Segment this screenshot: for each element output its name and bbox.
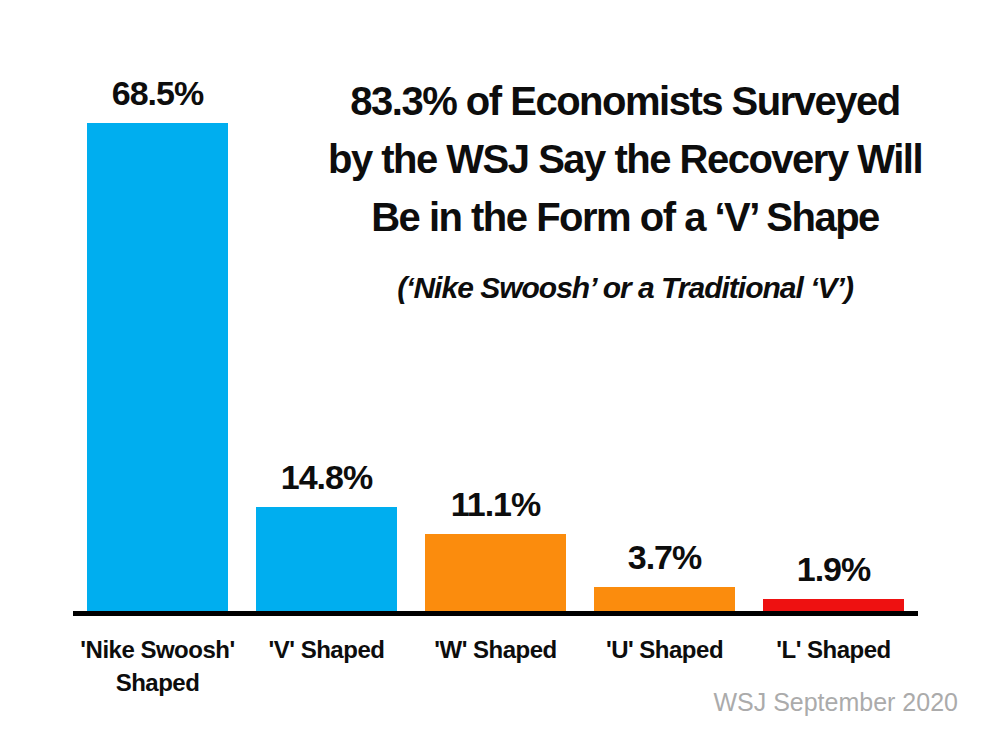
plot-area: 68.5% 14.8% 11.1% 3.7% 1.9% bbox=[73, 0, 918, 613]
bar-v-shaped bbox=[256, 507, 397, 613]
value-label-v-shaped: 14.8% bbox=[281, 458, 372, 497]
slide: 83.3% of Economists Surveyed by the WSJ … bbox=[0, 0, 1000, 750]
value-label-w-shaped: 11.1% bbox=[451, 485, 541, 524]
bar-group-w-shaped: 11.1% bbox=[411, 485, 580, 613]
value-label-l-shaped: 1.9% bbox=[797, 550, 871, 589]
x-axis-line bbox=[73, 611, 918, 616]
source-attribution: WSJ September 2020 bbox=[713, 688, 958, 717]
bar-group-u-shaped: 3.7% bbox=[580, 538, 749, 613]
bar-u-shaped bbox=[594, 587, 735, 613]
bar-group-nike-swoosh: 68.5% bbox=[73, 74, 242, 613]
bar-nike-swoosh-shaped bbox=[87, 123, 228, 613]
bar-w-shaped bbox=[425, 534, 566, 613]
value-label-nike-swoosh: 68.5% bbox=[112, 74, 203, 113]
category-label-w-shaped: 'W' Shaped bbox=[411, 633, 580, 699]
value-label-u-shaped: 3.7% bbox=[628, 538, 702, 577]
bar-group-v-shaped: 14.8% bbox=[242, 458, 411, 613]
category-label-nike-swoosh: 'Nike Swoosh' Shaped bbox=[73, 633, 242, 699]
bar-group-l-shaped: 1.9% bbox=[749, 550, 918, 613]
category-label-v-shaped: 'V' Shaped bbox=[242, 633, 411, 699]
